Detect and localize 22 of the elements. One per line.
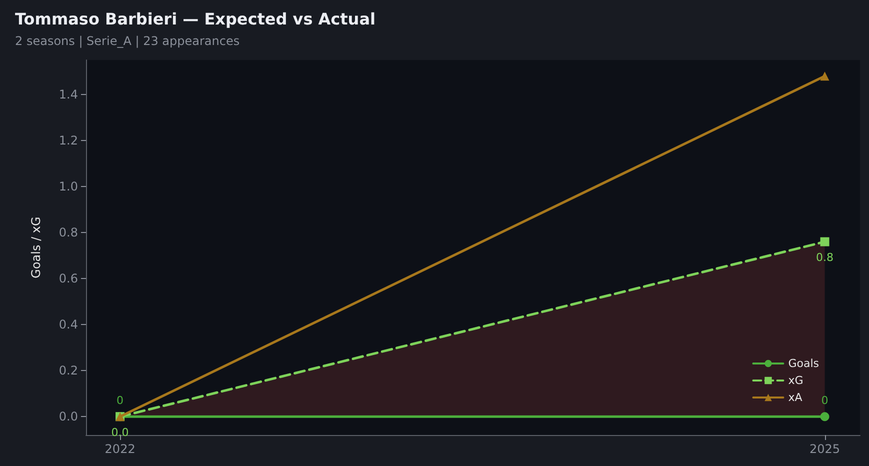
y-tick-label: 1.0 xyxy=(58,180,78,194)
x-tick-label: 2022 xyxy=(104,442,136,456)
y-tick-label: 0.0 xyxy=(58,410,78,424)
legend-label: Goals xyxy=(788,357,820,370)
chart-subtitle: 2 seasons | Serie_A | 23 appearances xyxy=(15,34,240,48)
y-tick-label: 0.2 xyxy=(58,364,78,378)
data-label: 0 xyxy=(116,394,124,408)
y-axis-title: Goals / xG xyxy=(29,216,43,278)
y-tick-label: 0.4 xyxy=(58,318,78,332)
legend-label: xA xyxy=(788,391,803,404)
x-tick-label: 2025 xyxy=(809,442,840,456)
point xyxy=(820,412,830,422)
data-label: 0.8 xyxy=(816,251,834,264)
y-tick-label: 1.4 xyxy=(58,88,78,102)
chart-title: Tommaso Barbieri — Expected vs Actual xyxy=(15,10,376,28)
point xyxy=(820,237,830,246)
y-tick-label: 1.2 xyxy=(58,134,78,148)
legend-label: xG xyxy=(788,374,804,387)
data-label: 0 xyxy=(821,394,828,408)
data-label: 0.0 xyxy=(111,426,129,440)
y-tick-label: 0.6 xyxy=(58,272,78,286)
y-tick-label: 0.8 xyxy=(58,226,78,240)
